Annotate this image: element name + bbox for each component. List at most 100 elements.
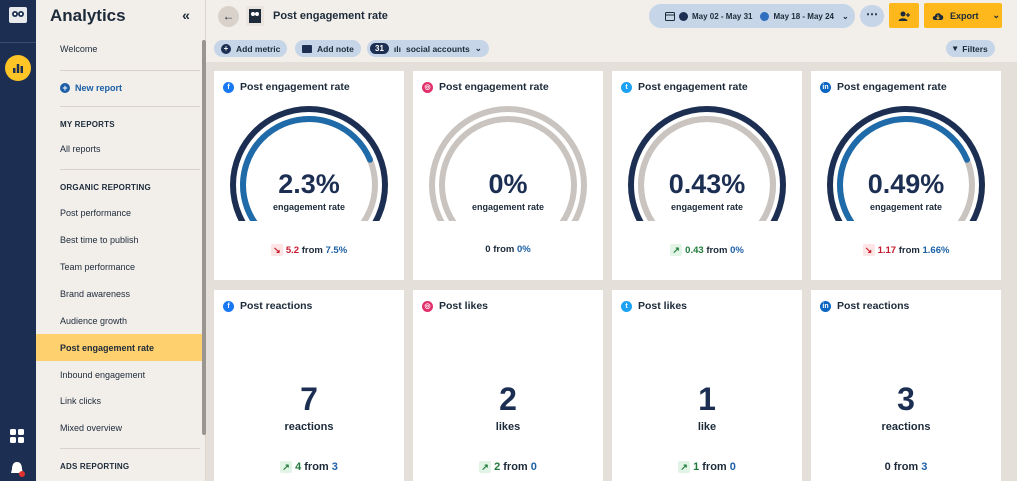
add-note-button[interactable]: Add note — [295, 40, 361, 57]
social-accounts-filter[interactable]: 31 ılı social accounts ⌄ — [367, 40, 489, 57]
facebook-icon: f — [223, 300, 234, 312]
sidebar-item-audience-growth[interactable]: Audience growth — [60, 316, 128, 326]
engagement-gauge — [628, 106, 786, 221]
engagement-gauge-card[interactable]: in Post engagement rate 0.49% engagement… — [811, 71, 1001, 280]
my-reports-header: MY REPORTS — [60, 120, 115, 129]
gauge-outer-arc — [230, 106, 388, 221]
metric-label: likes — [495, 421, 521, 433]
card-title: Post engagement rate — [240, 81, 350, 93]
instagram-icon: ◎ — [422, 300, 433, 312]
date-range-comparison: May 18 - May 24 — [773, 11, 834, 21]
app-rail — [0, 0, 36, 481]
card-header: t Post engagement rate — [621, 81, 748, 93]
sidebar-item-best-time[interactable]: Best time to publish — [60, 235, 139, 245]
report-owl-icon — [246, 6, 264, 26]
sidebar-item-inbound-engagement[interactable]: Inbound engagement — [60, 370, 146, 380]
gauge-fill-arc — [240, 116, 373, 221]
change-value: 2 — [494, 461, 501, 473]
back-button[interactable]: ← — [218, 6, 239, 27]
comparison-range-dot — [760, 11, 770, 21]
export-button[interactable]: Export ⌄ — [924, 3, 1002, 28]
engagement-gauge-card[interactable]: f Post engagement rate 2.3% engagement r… — [214, 71, 404, 280]
previous-value: 1.66% — [922, 245, 950, 256]
comparison-row: ↘ 5.2 from 7.5% — [214, 244, 404, 256]
gauge-inner-track — [439, 116, 577, 221]
sidebar-item-post-performance[interactable]: Post performance — [60, 208, 132, 218]
previous-value: 0 — [530, 461, 537, 473]
card-header: ◎ Post likes — [422, 300, 488, 312]
twitter-icon: t — [621, 81, 632, 93]
sidebar-item-link-clicks[interactable]: Link clicks — [60, 396, 102, 406]
trend-up-icon: ↗ — [678, 461, 691, 473]
trend-up-icon: ↗ — [280, 461, 293, 473]
metric-count-card[interactable]: ◎ Post likes 2 likes ↗ 2 from 0 — [413, 290, 603, 481]
engagement-value: 0% — [488, 169, 528, 199]
metric-count-card[interactable]: t Post likes 1 like ↗ 1 from 0 — [612, 290, 802, 481]
facebook-icon: f — [223, 81, 234, 93]
engagement-label: engagement rate — [272, 202, 346, 212]
note-icon — [302, 44, 312, 53]
metric-label: reactions — [284, 421, 334, 433]
card-header: f Post engagement rate — [223, 81, 350, 93]
sidebar-item-team-performance[interactable]: Team performance — [60, 262, 136, 272]
date-range-picker[interactable]: May 02 - May 31 May 18 - May 24 ⌄ — [649, 4, 855, 28]
change-value: 0.43 — [685, 245, 704, 256]
from-label: from — [301, 245, 323, 256]
metric-count-card[interactable]: f Post reactions 7 reactions ↗ 4 from 3 — [214, 290, 404, 481]
chevron-down-icon: ⌄ — [841, 11, 849, 21]
engagement-gauge — [827, 106, 985, 221]
card-header: t Post likes — [621, 300, 687, 312]
card-title: Post reactions — [837, 300, 910, 312]
sidebar-item-welcome[interactable]: Welcome — [60, 44, 98, 54]
more-options-button[interactable]: ⋯ — [860, 5, 884, 27]
from-label: from — [702, 461, 727, 473]
calendar-icon — [665, 12, 675, 21]
apps-grid-icon[interactable] — [9, 428, 25, 444]
add-metric-label: Add metric — [236, 43, 281, 54]
collapse-sidebar-icon[interactable]: « — [182, 7, 190, 23]
engagement-gauge-card[interactable]: t Post engagement rate 0.43% engagement … — [612, 71, 802, 280]
sidebar-item-brand-awareness[interactable]: Brand awareness — [60, 289, 131, 299]
card-header: in Post engagement rate — [820, 81, 947, 93]
engagement-value: 0.49% — [867, 169, 945, 199]
user-plus-icon — [898, 11, 910, 21]
sidebar-item-mixed-overview[interactable]: Mixed overview — [60, 423, 123, 433]
comparison-row: ↗ 1 from 0 — [612, 461, 802, 473]
ads-reporting-header: ADS REPORTING — [60, 462, 130, 471]
metric-value: 2 — [499, 381, 517, 417]
engagement-gauge-card[interactable]: ◎ Post engagement rate 0% engagement rat… — [413, 71, 603, 280]
from-label: from — [898, 245, 920, 256]
analytics-nav-button[interactable] — [5, 55, 31, 81]
sidebar-active-highlight — [36, 334, 202, 361]
share-user-button[interactable] — [889, 3, 919, 28]
previous-value: 7.5% — [325, 245, 348, 256]
bell-icon[interactable] — [9, 460, 25, 478]
card-header: in Post reactions — [820, 300, 909, 312]
engagement-label: engagement rate — [869, 202, 943, 212]
social-accounts-label: social accounts — [406, 43, 470, 54]
sidebar-divider — [60, 448, 200, 449]
gauge-outer-arc — [827, 106, 985, 221]
metric-value: 3 — [897, 381, 915, 417]
card-title: Post engagement rate — [837, 81, 947, 93]
from-label: from — [304, 461, 329, 473]
chevron-down-icon: ⌄ — [992, 10, 1001, 20]
linkedin-icon: in — [820, 300, 831, 312]
sidebar-item-post-engagement-rate[interactable]: Post engagement rate — [60, 343, 155, 353]
metric-count-card[interactable]: in Post reactions 3 reactions 0 from 3 — [811, 290, 1001, 481]
engagement-value: 2.3% — [278, 169, 340, 199]
change-value: 0 — [485, 244, 491, 255]
owl-logo-icon[interactable] — [8, 6, 28, 24]
from-label: from — [706, 245, 728, 256]
sidebar-scrollbar[interactable] — [202, 40, 206, 435]
primary-range-dot — [679, 11, 688, 21]
accounts-count-badge: 31 — [370, 43, 389, 54]
engagement-label: engagement rate — [670, 202, 744, 212]
sidebar-item-all-reports[interactable]: All reports — [60, 144, 101, 154]
change-value: 1.17 — [877, 245, 897, 256]
change-value: 0 — [884, 461, 891, 473]
add-metric-button[interactable]: + Add metric — [214, 40, 288, 57]
filter-icon: ▾ — [953, 43, 958, 53]
filters-button[interactable]: ▾ Filters — [946, 40, 995, 57]
new-report-button[interactable]: + New report — [60, 83, 122, 93]
